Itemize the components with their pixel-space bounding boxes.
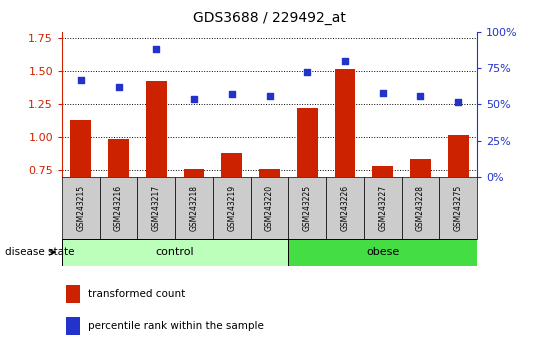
- Bar: [62, 177, 100, 239]
- Text: GSM243217: GSM243217: [152, 185, 161, 231]
- Text: GSM243218: GSM243218: [190, 185, 198, 231]
- Text: GSM243226: GSM243226: [341, 185, 349, 231]
- Point: [341, 58, 349, 64]
- Point: [265, 93, 274, 98]
- Bar: [439, 177, 477, 239]
- Bar: [100, 177, 137, 239]
- Point: [227, 91, 236, 97]
- Bar: [146, 81, 167, 177]
- Bar: [66, 317, 80, 335]
- Bar: [297, 108, 317, 177]
- Text: GSM243215: GSM243215: [77, 185, 85, 231]
- Bar: [410, 159, 431, 177]
- Bar: [251, 177, 288, 239]
- Point: [416, 93, 425, 98]
- Point: [454, 99, 462, 104]
- Point: [378, 90, 387, 96]
- Text: obese: obese: [366, 247, 399, 257]
- Text: GSM243225: GSM243225: [303, 185, 312, 231]
- Bar: [335, 69, 355, 177]
- Text: transformed count: transformed count: [88, 289, 185, 299]
- Bar: [137, 177, 175, 239]
- Bar: [372, 166, 393, 177]
- Bar: [62, 239, 288, 266]
- Bar: [175, 177, 213, 239]
- Text: GSM243216: GSM243216: [114, 185, 123, 231]
- Text: GSM243228: GSM243228: [416, 185, 425, 231]
- Text: percentile rank within the sample: percentile rank within the sample: [88, 321, 264, 331]
- Point: [303, 70, 312, 75]
- Bar: [288, 239, 477, 266]
- Bar: [448, 135, 468, 177]
- Bar: [184, 169, 204, 177]
- Bar: [108, 139, 129, 177]
- Text: GSM243227: GSM243227: [378, 185, 387, 231]
- Text: control: control: [156, 247, 195, 257]
- Text: GSM243275: GSM243275: [454, 185, 462, 231]
- Text: GSM243220: GSM243220: [265, 185, 274, 231]
- Text: disease state: disease state: [5, 247, 75, 257]
- Bar: [402, 177, 439, 239]
- Point: [77, 77, 85, 82]
- Bar: [71, 120, 91, 177]
- Bar: [222, 153, 242, 177]
- Point: [114, 84, 123, 90]
- Bar: [213, 177, 251, 239]
- Text: GDS3688 / 229492_at: GDS3688 / 229492_at: [193, 11, 346, 25]
- Bar: [259, 169, 280, 177]
- Text: GSM243219: GSM243219: [227, 185, 236, 231]
- Bar: [66, 285, 80, 303]
- Bar: [364, 177, 402, 239]
- Point: [190, 96, 198, 102]
- Bar: [288, 177, 326, 239]
- Bar: [326, 177, 364, 239]
- Point: [152, 46, 161, 52]
